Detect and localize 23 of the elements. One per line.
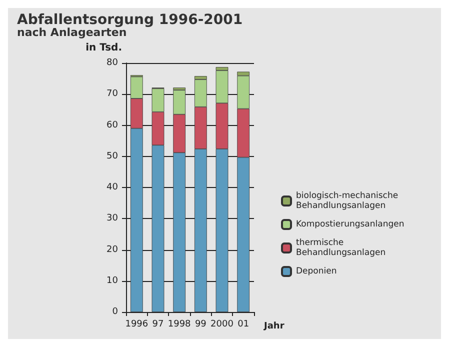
y-tick-label: 80 [106, 58, 118, 68]
y-tick-label: 30 [106, 214, 118, 224]
legend-label: thermische Behandlungsanlagen [296, 238, 386, 258]
y-tick-label: 70 [106, 89, 118, 100]
y-axis-title: in Tsd. [86, 42, 122, 54]
y-tick-label: 20 [106, 244, 118, 255]
chart-title: Abfallentsorgung 1996-2001 [17, 12, 243, 28]
x-tick-label: 1996 [125, 320, 148, 330]
legend-label: Kompostierungsanlangen [296, 220, 404, 230]
x-tick-label: 01 [238, 320, 250, 330]
y-tick-label: 60 [106, 120, 118, 130]
x-axis-title: Jahr [263, 322, 285, 332]
y-tick-label: 10 [106, 276, 118, 286]
y-tick-label: 50 [106, 151, 118, 162]
legend-label: biologisch-mechanische Behandlungsanlagen [296, 191, 398, 211]
legend-label: Deponien [296, 266, 337, 276]
chart-subtitle: nach Anlagearten [17, 26, 127, 39]
x-tick-label: 2000 [210, 320, 234, 330]
y-tick-label: 0 [112, 307, 118, 317]
y-tick-label: 40 [106, 182, 118, 192]
x-tick-label: 99 [194, 320, 207, 330]
x-tick-label: 1998 [168, 320, 192, 330]
x-tick-label: 97 [152, 320, 164, 330]
